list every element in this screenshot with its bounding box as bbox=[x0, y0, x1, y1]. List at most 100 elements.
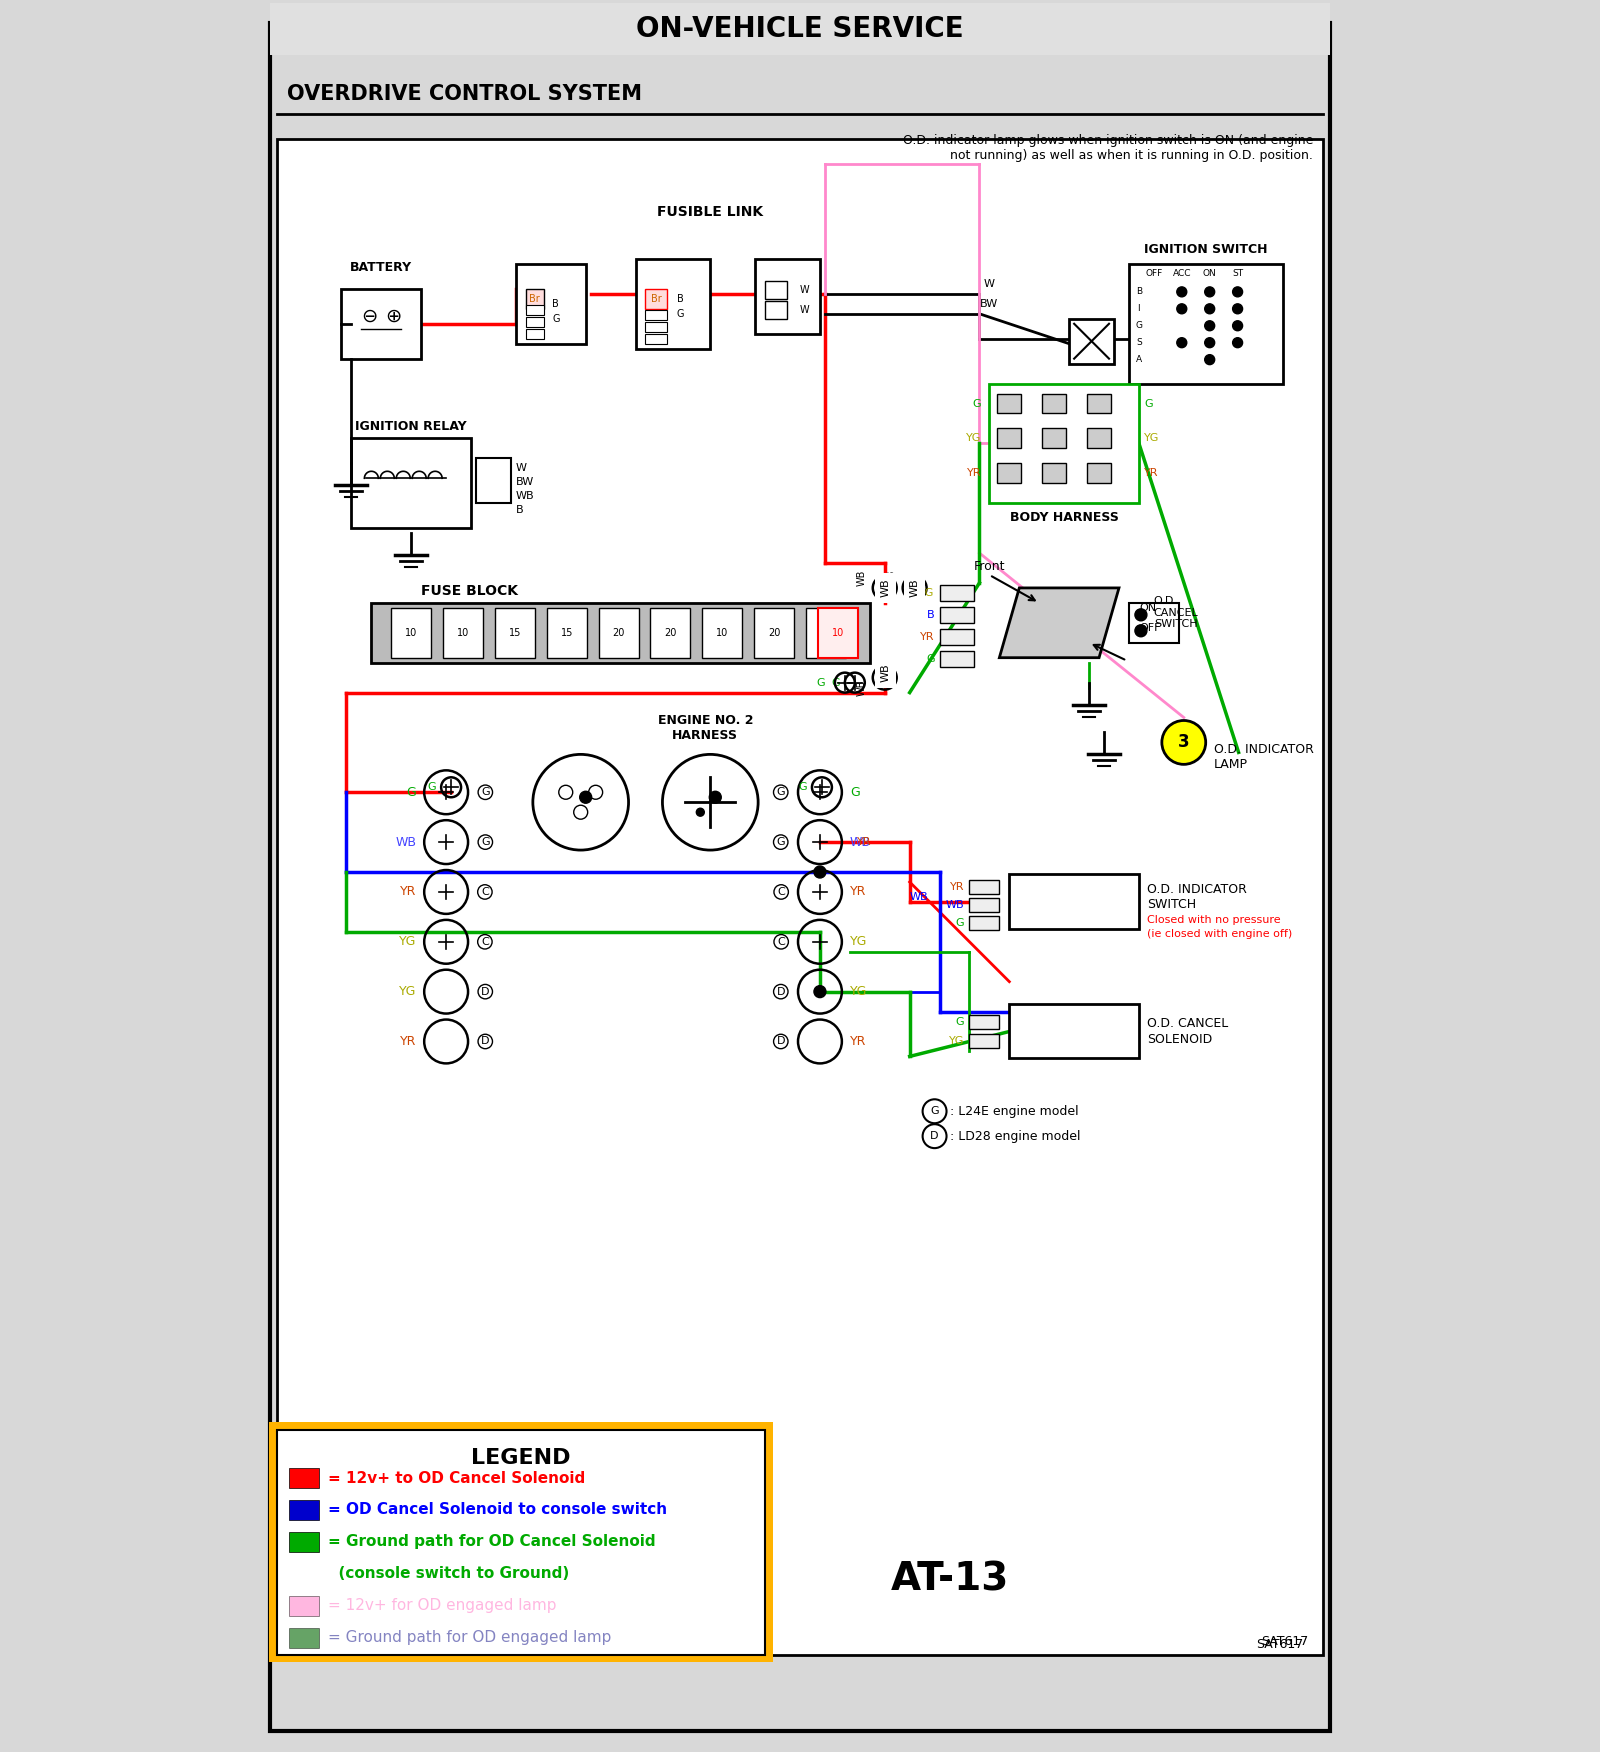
Bar bbox=[269, 1423, 773, 1663]
Text: SOLENOID: SOLENOID bbox=[1147, 1034, 1213, 1046]
Bar bbox=[341, 289, 421, 359]
Circle shape bbox=[1162, 720, 1206, 764]
Text: O.D. INDICATOR: O.D. INDICATOR bbox=[1147, 883, 1246, 897]
Text: O.D.
CANCEL
SWITCH: O.D. CANCEL SWITCH bbox=[1154, 596, 1198, 629]
Circle shape bbox=[1205, 321, 1214, 331]
Text: O.D. INDICATOR
LAMP: O.D. INDICATOR LAMP bbox=[1214, 743, 1314, 771]
Text: W: W bbox=[800, 305, 810, 315]
Circle shape bbox=[1232, 321, 1243, 331]
Bar bbox=[765, 280, 787, 300]
Text: YG: YG bbox=[850, 936, 867, 948]
Text: 20: 20 bbox=[664, 627, 677, 638]
Bar bbox=[1042, 429, 1066, 449]
Text: G: G bbox=[776, 787, 786, 797]
Bar bbox=[1086, 394, 1110, 413]
Text: 10: 10 bbox=[832, 627, 845, 638]
Bar bbox=[645, 289, 667, 308]
Bar bbox=[1130, 265, 1283, 384]
Text: BW: BW bbox=[515, 477, 534, 487]
Circle shape bbox=[1134, 625, 1147, 636]
Circle shape bbox=[1232, 303, 1243, 314]
Text: IGNITION RELAY: IGNITION RELAY bbox=[355, 420, 467, 433]
Text: Br: Br bbox=[651, 294, 662, 303]
Bar bbox=[270, 4, 1330, 54]
Text: WB: WB bbox=[395, 836, 416, 848]
Text: YR: YR bbox=[858, 837, 872, 848]
Text: FUSIBLE LINK: FUSIBLE LINK bbox=[658, 205, 763, 219]
Text: I: I bbox=[1138, 305, 1141, 314]
Text: YR: YR bbox=[966, 468, 981, 478]
Text: YG: YG bbox=[918, 589, 934, 597]
Text: SAT617: SAT617 bbox=[1256, 1638, 1304, 1650]
Text: WB: WB bbox=[946, 901, 965, 909]
Text: OFF: OFF bbox=[1146, 270, 1163, 279]
Circle shape bbox=[814, 986, 826, 997]
Text: G: G bbox=[427, 783, 437, 792]
Bar bbox=[288, 1596, 318, 1615]
Text: ⊕: ⊕ bbox=[386, 307, 402, 326]
Text: B: B bbox=[552, 300, 558, 308]
Bar bbox=[477, 459, 510, 503]
Circle shape bbox=[1205, 287, 1214, 296]
Text: A: A bbox=[1136, 356, 1142, 364]
Bar bbox=[288, 1500, 318, 1521]
Bar bbox=[494, 608, 534, 657]
Text: G: G bbox=[677, 308, 685, 319]
Circle shape bbox=[709, 792, 722, 802]
Bar bbox=[1010, 874, 1139, 929]
Text: BATTERY: BATTERY bbox=[350, 261, 413, 273]
Text: D: D bbox=[482, 1037, 490, 1046]
Text: ON-VEHICLE SERVICE: ON-VEHICLE SERVICE bbox=[637, 14, 963, 42]
Text: ON: ON bbox=[1139, 603, 1157, 613]
Bar bbox=[997, 463, 1021, 484]
Text: WB: WB bbox=[880, 664, 891, 682]
Text: YG: YG bbox=[398, 985, 416, 999]
Bar bbox=[970, 880, 1000, 894]
Text: D: D bbox=[776, 986, 786, 997]
Text: G: G bbox=[1144, 398, 1152, 408]
Text: YG: YG bbox=[398, 936, 416, 948]
Bar bbox=[288, 1531, 318, 1552]
Circle shape bbox=[1205, 338, 1214, 347]
Text: WB: WB bbox=[910, 578, 920, 597]
Bar bbox=[277, 1430, 765, 1654]
Bar bbox=[1086, 429, 1110, 449]
Text: W: W bbox=[800, 286, 810, 294]
Text: C: C bbox=[778, 937, 786, 946]
Text: G: G bbox=[832, 678, 840, 687]
Text: = 12v+ for OD engaged lamp: = 12v+ for OD engaged lamp bbox=[328, 1598, 557, 1614]
Text: D: D bbox=[776, 1037, 786, 1046]
Bar bbox=[598, 608, 638, 657]
Text: G: G bbox=[926, 653, 934, 664]
Circle shape bbox=[1178, 303, 1187, 314]
Text: G: G bbox=[482, 787, 490, 797]
Text: WB: WB bbox=[850, 836, 870, 848]
Text: G: G bbox=[955, 1016, 965, 1027]
Text: C: C bbox=[482, 887, 488, 897]
Text: 10: 10 bbox=[717, 627, 728, 638]
Text: 15: 15 bbox=[509, 627, 522, 638]
Text: = 12v+ to OD Cancel Solenoid: = 12v+ to OD Cancel Solenoid bbox=[328, 1470, 586, 1486]
Text: YG: YG bbox=[1144, 433, 1160, 443]
Bar bbox=[970, 899, 1000, 911]
Bar bbox=[371, 603, 870, 662]
Text: (ie closed with engine off): (ie closed with engine off) bbox=[1147, 929, 1293, 939]
Bar bbox=[754, 608, 794, 657]
Text: O.D. indicator lamp glows when ignition switch is ON (and engine
not running) as: O.D. indicator lamp glows when ignition … bbox=[902, 135, 1314, 163]
Text: 20: 20 bbox=[613, 627, 624, 638]
Text: W: W bbox=[984, 279, 995, 289]
Text: SWITCH: SWITCH bbox=[1147, 899, 1197, 911]
Text: 10: 10 bbox=[819, 627, 832, 638]
Bar bbox=[765, 301, 787, 319]
Bar bbox=[970, 1014, 1000, 1028]
Text: BW: BW bbox=[981, 300, 998, 308]
Bar bbox=[755, 259, 819, 333]
Bar bbox=[526, 305, 544, 315]
Circle shape bbox=[1134, 610, 1147, 620]
Bar bbox=[526, 329, 544, 338]
Text: Br: Br bbox=[530, 294, 541, 303]
Text: W: W bbox=[515, 463, 526, 473]
Bar bbox=[288, 1468, 318, 1487]
Bar bbox=[989, 384, 1139, 503]
Bar bbox=[806, 608, 846, 657]
